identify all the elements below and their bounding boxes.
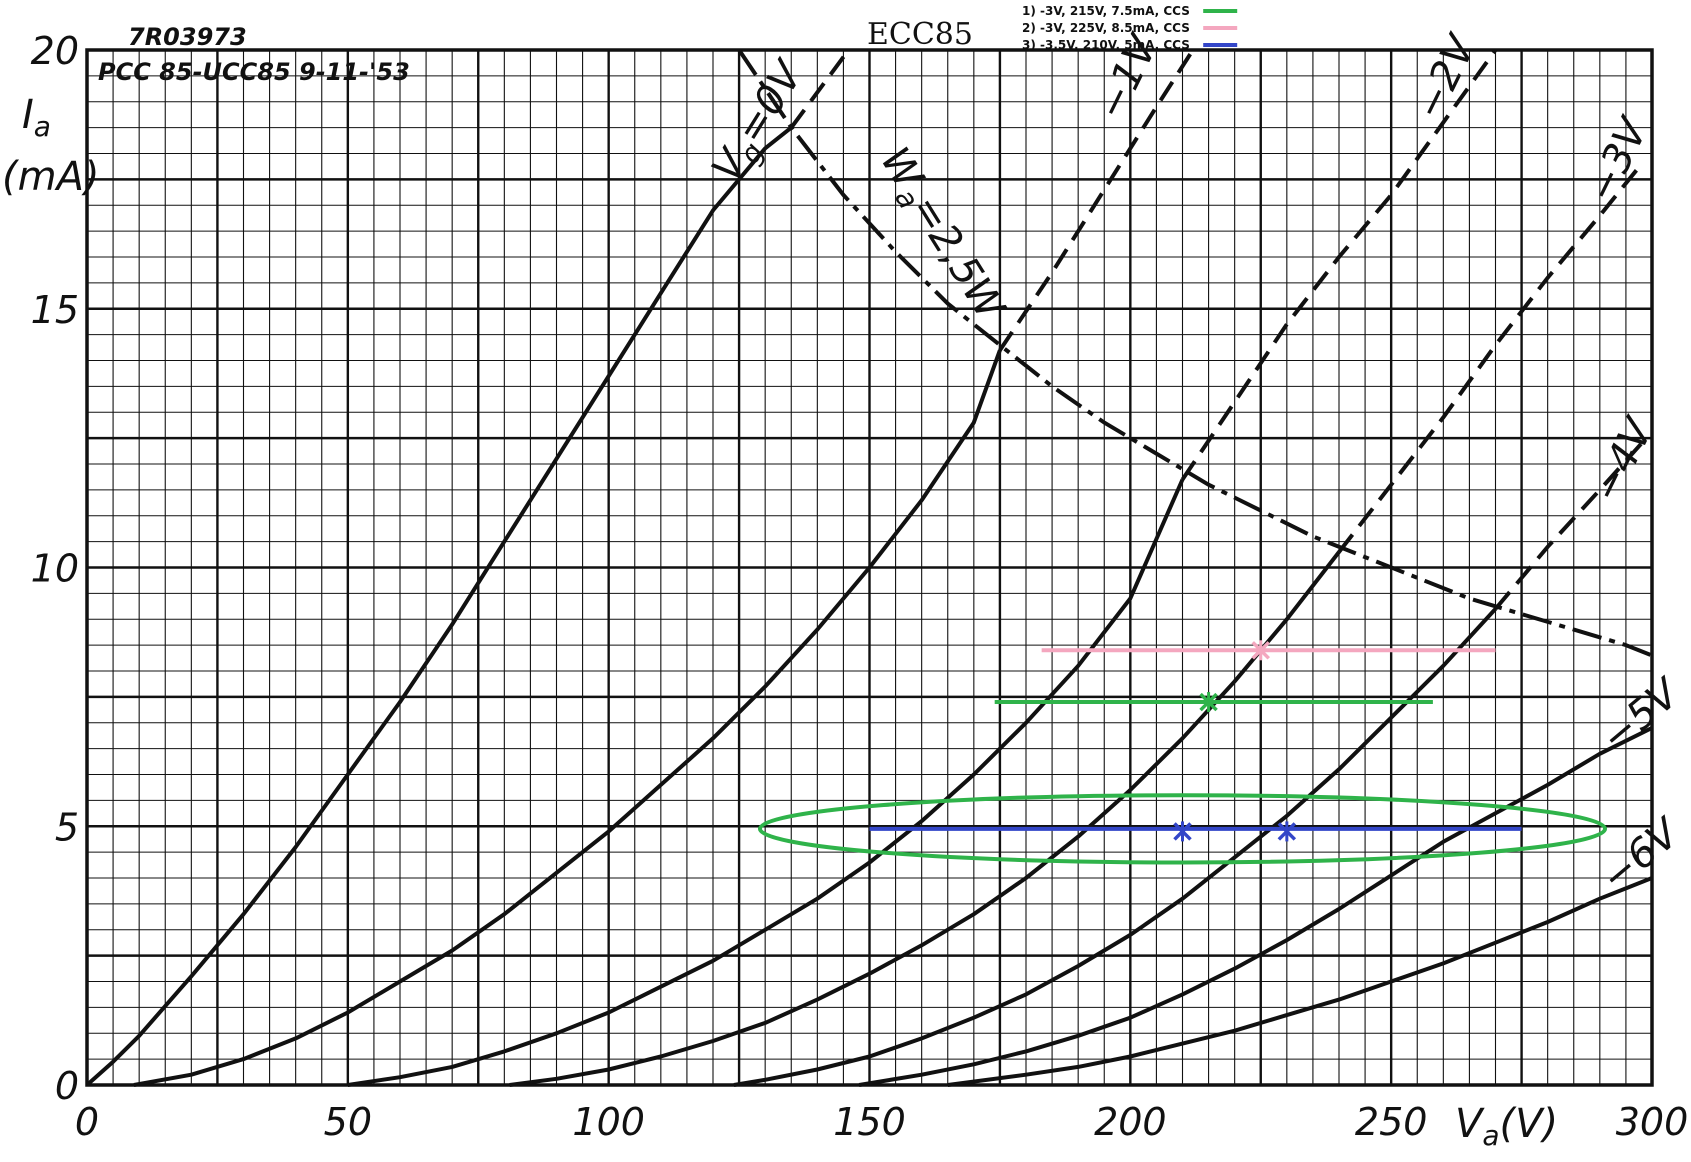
y-axis-sub: a [34, 110, 51, 143]
x-axis-symbol: V [1455, 1101, 1485, 1147]
x-tick-label: 50 [324, 1100, 372, 1144]
y-tick-label: 20 [31, 29, 79, 73]
stamp-line-2: PCC 85-UCC85 9-11-'53 [98, 58, 410, 86]
legend-entry-label: 2) -3V, 225V, 8.5mA, CCS [1022, 21, 1190, 35]
curve-solid [85, 126, 793, 1087]
curve-dashed [1493, 441, 1644, 611]
y-tick-label: 5 [55, 805, 79, 849]
x-axis-sub: a [1482, 1119, 1499, 1152]
curve-solid [733, 607, 1497, 1087]
curve-solid [858, 726, 1653, 1087]
legend: 1) -3V, 215V, 7.5mA, CCS 2) -3V, 225V, 8.… [1022, 4, 1238, 52]
power-curve [737, 48, 1653, 658]
overlays [757, 640, 1608, 865]
curves [85, 48, 1653, 1087]
curve-dashed [1180, 48, 1498, 481]
chart-title: ECC85 [867, 17, 973, 52]
curve-dashed [1337, 162, 1644, 554]
curve-solid [947, 876, 1653, 1087]
x-tick-label: 150 [833, 1100, 906, 1144]
y-tick-label: 10 [31, 547, 79, 591]
legend-entry-label: 3) -3.5V, 210V, 5mA, CCS [1022, 38, 1190, 52]
y-tick-label: 15 [31, 288, 79, 332]
stamp-line-1: 7R03973 [128, 23, 247, 51]
x-tick-label: 100 [572, 1100, 645, 1144]
curve-solid [133, 349, 1002, 1087]
y-axis-symbol: I [22, 92, 34, 138]
x-axis-unit: (V) [1500, 1101, 1559, 1147]
x-tick-label: 250 [1355, 1100, 1428, 1144]
y-tick-label: 0 [55, 1064, 79, 1108]
grid [85, 48, 1654, 1087]
x-tick-label: 0 [75, 1100, 99, 1144]
curve-dashed [789, 48, 851, 129]
y-axis-title: Ia [22, 92, 51, 143]
x-tick-label: 200 [1094, 1100, 1167, 1144]
y-axis-unit: (mA) [2, 154, 100, 200]
curve-solid [509, 550, 1341, 1087]
x-axis-title: Va(V) [1455, 1101, 1558, 1152]
legend-entry-label: 1) -3V, 215V, 7.5mA, CCS [1022, 4, 1190, 18]
x-tick-label: 300 [1616, 1100, 1689, 1144]
curve-dashed [998, 48, 1195, 352]
ellipse-highlight [757, 793, 1608, 865]
